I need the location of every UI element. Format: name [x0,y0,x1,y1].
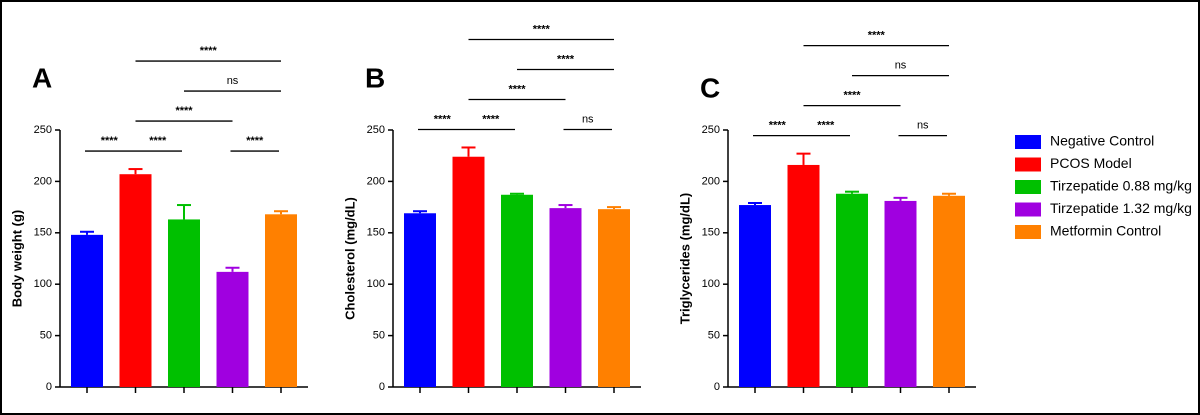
significance-label: **** [508,83,526,95]
bar [501,194,533,387]
bar [836,193,868,387]
significance-label: ns [917,120,929,132]
significance-label: **** [557,53,575,65]
y-axis-label: Body weight (g) [9,210,24,308]
y-tick-label: 50 [373,330,385,342]
legend-swatch [1015,157,1041,172]
y-tick-label: 150 [34,227,52,239]
y-tick-label: 100 [367,278,385,290]
y-tick-label: 50 [40,330,52,342]
significance-label: **** [175,105,193,117]
legend-swatch [1015,202,1041,217]
significance-label: **** [200,45,218,57]
y-tick-label: 0 [714,381,720,393]
significance-label: **** [843,90,861,102]
legend-swatch [1015,225,1041,239]
y-tick-label: 250 [34,124,52,136]
y-tick-label: 250 [702,124,720,136]
y-tick-label: 150 [367,227,385,239]
significance-label: ns [582,113,594,125]
bar [71,234,103,387]
y-tick-label: 200 [34,175,52,187]
bar [265,214,297,387]
legend-swatch [1015,180,1041,194]
bar [168,219,200,387]
panel-letter: B [365,62,385,93]
y-axis-label: Cholesterol (mg/dL) [342,197,357,320]
bar [549,208,582,387]
significance-label: **** [246,135,264,147]
bar [216,271,249,387]
legend-swatch [1015,135,1041,149]
y-tick-label: 250 [367,124,385,136]
y-tick-label: 200 [367,175,385,187]
significance-label: ns [895,60,907,72]
significance-label: **** [533,23,551,35]
significance-label: ns [227,75,239,87]
bar [119,174,152,387]
significance-label: **** [149,135,167,147]
bar [787,164,820,387]
bar [884,200,917,387]
legend-label: Tirzepatide 0.88 mg/kg [1050,178,1192,194]
panel-letter: C [700,72,720,103]
y-tick-label: 150 [702,227,720,239]
significance-label: **** [769,120,787,132]
legend-label: Metformin Control [1050,223,1161,239]
legend-label: Tirzepatide 1.32 mg/kg [1050,200,1192,216]
y-tick-label: 0 [379,381,385,393]
bar [933,195,965,387]
y-tick-label: 0 [46,381,52,393]
bar [404,213,436,387]
bar [739,205,771,387]
significance-label: **** [482,113,500,125]
legend-label: PCOS Model [1050,155,1132,171]
y-axis-label: Triglycerides (mg/dL) [677,193,692,324]
y-tick-label: 200 [702,175,720,187]
bar [598,209,630,387]
y-tick-label: 100 [702,278,720,290]
significance-label: **** [434,113,452,125]
legend-label: Negative Control [1050,133,1154,149]
significance-label: **** [868,30,886,42]
panel-letter: A [32,62,52,93]
significance-label: **** [101,135,119,147]
significance-label: **** [817,120,835,132]
y-tick-label: 100 [34,278,52,290]
y-tick-label: 50 [708,330,720,342]
bar [452,156,485,387]
